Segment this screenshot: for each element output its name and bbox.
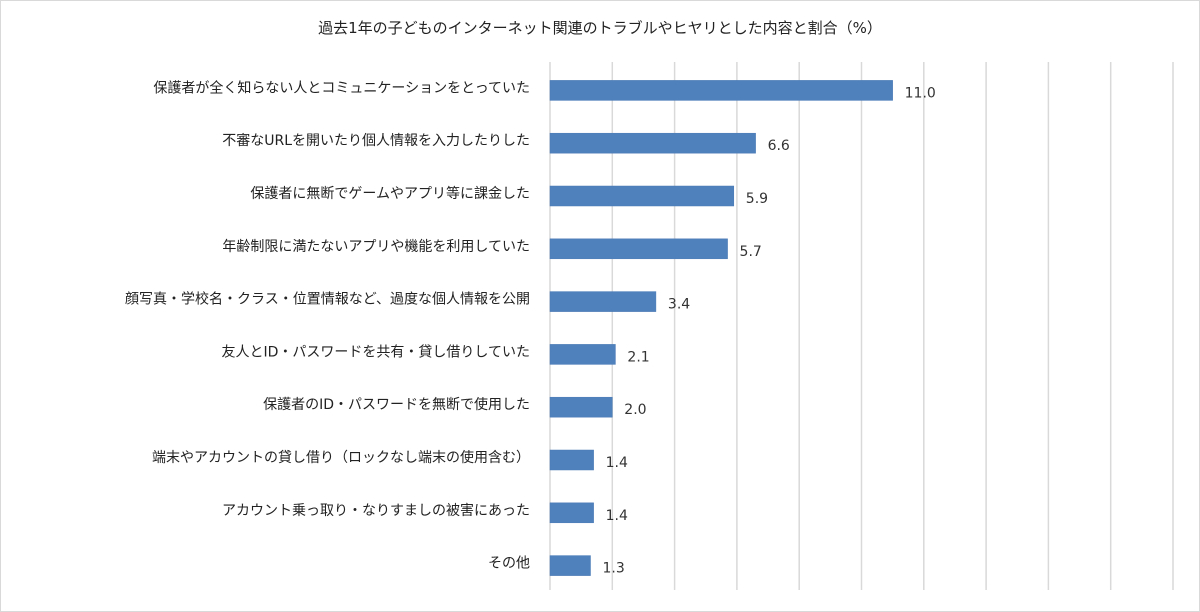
chart-title: 過去1年の子どものインターネット関連のトラブルやヒヤリとした内容と割合（%） bbox=[318, 19, 882, 37]
category-label: アカウント乗っ取り・なりすましの被害にあった bbox=[222, 503, 530, 519]
category-label: 保護者が全く知らない人とコミュニケーションをとっていた bbox=[153, 79, 530, 96]
bar bbox=[549, 185, 735, 207]
bar bbox=[549, 80, 893, 101]
category-label: その他 bbox=[488, 556, 530, 572]
bar bbox=[549, 555, 591, 576]
data-label: 6.6 bbox=[768, 138, 790, 154]
bar bbox=[549, 132, 756, 154]
bar bbox=[549, 449, 594, 471]
data-label: 1.3 bbox=[602, 561, 624, 577]
data-label: 2.1 bbox=[627, 349, 649, 365]
category-label: 不審なURLを開いたり個人情報を入力したりした bbox=[222, 133, 530, 149]
category-label: 顔写真・学校名・クラス・位置情報など、過度な個人情報を公開 bbox=[125, 291, 530, 308]
data-label: 5.9 bbox=[746, 191, 768, 207]
bar bbox=[549, 291, 657, 312]
data-label: 1.4 bbox=[606, 508, 628, 524]
category-label: 友人とID・パスワードを共有・貸し借りしていた bbox=[222, 344, 531, 360]
data-label: 11.0 bbox=[905, 85, 936, 101]
bar bbox=[549, 396, 613, 418]
data-label: 3.4 bbox=[668, 297, 690, 313]
data-label: 2.0 bbox=[624, 402, 646, 418]
data-label: 1.4 bbox=[606, 455, 628, 471]
bar bbox=[549, 502, 594, 524]
bar bbox=[549, 344, 616, 365]
category-label: 保護者のID・パスワードを無断で使用した bbox=[263, 396, 530, 413]
data-label: 5.7 bbox=[740, 244, 762, 260]
category-label: 年齢制限に満たないアプリや機能を利用していた bbox=[222, 239, 530, 255]
category-label: 端末やアカウントの貸し借り（ロックなし端末の使用含む） bbox=[152, 449, 530, 466]
bar bbox=[549, 238, 728, 260]
category-label: 保護者に無断でゲームやアプリ等に課金した bbox=[250, 185, 530, 202]
